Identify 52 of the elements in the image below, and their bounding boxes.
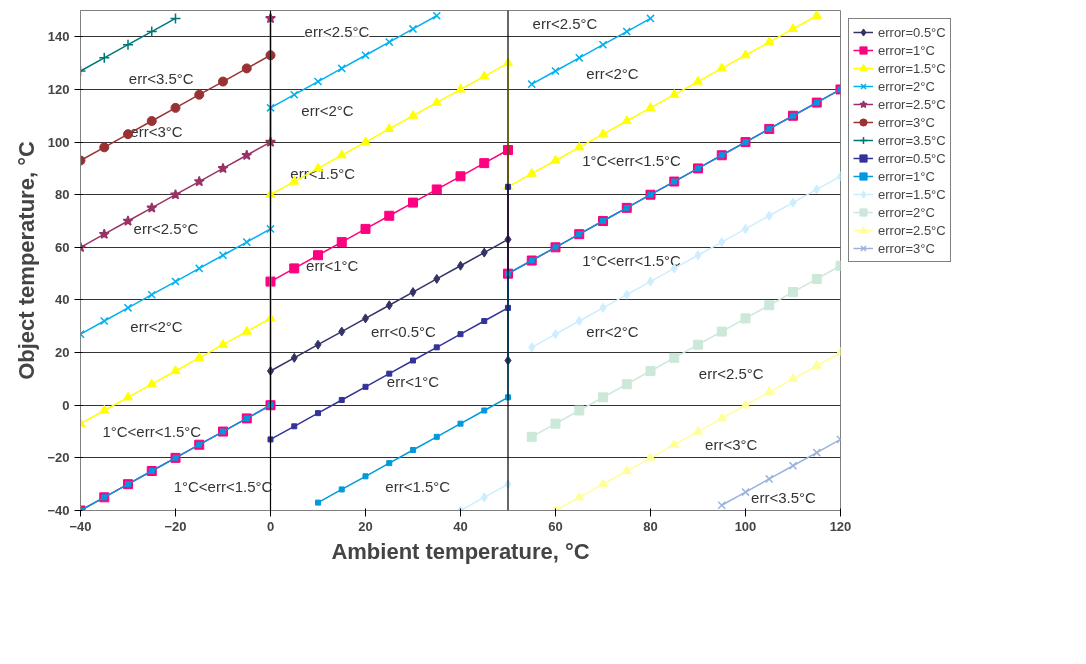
x-tick-label: 0 xyxy=(266,518,275,534)
legend-label: error=2°C xyxy=(878,203,935,221)
y-tick-label: −40 xyxy=(47,503,70,518)
x-tick-label: 60 xyxy=(548,518,563,534)
y-tick-label: 60 xyxy=(55,239,70,255)
annotation: 1°C<err<1.5°C xyxy=(582,152,682,169)
y-tick-label: 40 xyxy=(55,292,70,308)
legend-label: error=1.5°C xyxy=(878,185,946,203)
x-tick-label: 20 xyxy=(358,518,373,534)
x-tick-label: 120 xyxy=(829,518,852,534)
y-tick-label: 0 xyxy=(62,397,70,413)
x-tick-label: −40 xyxy=(69,518,92,534)
legend-label: error=0.5°C xyxy=(878,149,946,167)
y-axis-title: Object temperature, °C xyxy=(14,141,40,380)
annotation: err<2.5°C xyxy=(304,23,370,41)
legend-label: error=2.5°C xyxy=(878,95,946,113)
annotation: err<1.5°C xyxy=(385,478,451,496)
legend-label: error=1.5°C xyxy=(878,59,946,77)
legend-label: error=2°C xyxy=(878,77,935,95)
x-axis-title: Ambient temperature, °C xyxy=(331,538,590,564)
annotation: 1°C<err<1.5°C xyxy=(102,423,202,441)
annotation: err<0.5°C xyxy=(371,323,437,341)
legend-label: error=0.5°C xyxy=(878,23,946,41)
annotation: err<2°C xyxy=(586,65,639,83)
legend-label: error=1°C xyxy=(878,41,935,59)
y-tick-label: −20 xyxy=(47,450,70,466)
annotation: err<2.5°C xyxy=(532,15,598,33)
annotation: err<1°C xyxy=(306,257,359,275)
x-tick-label: 100 xyxy=(734,518,757,534)
x-tick-label: 80 xyxy=(643,518,658,534)
annotation: err<3°C xyxy=(705,436,758,454)
legend-label: error=3°C xyxy=(878,113,935,131)
annotation: err<3.5°C xyxy=(751,488,817,506)
y-tick-label: 100 xyxy=(47,134,70,150)
legend-label: error=3°C xyxy=(878,239,935,257)
annotation: err<3.5°C xyxy=(128,70,194,88)
annotation: err<2.5°C xyxy=(133,220,199,238)
legend-label: error=2.5°C xyxy=(878,221,946,239)
x-tick-label: 40 xyxy=(453,518,468,534)
annotation: err<1°C xyxy=(386,373,440,391)
annotation: 1°C<err<1.5°C xyxy=(582,252,682,269)
annotation: err<2.5°C xyxy=(698,365,764,383)
x-tick-label: −20 xyxy=(164,518,187,534)
annotation: err<2°C xyxy=(130,317,183,335)
y-tick-label: 20 xyxy=(55,345,70,361)
y-tick-label: 140 xyxy=(47,29,70,45)
y-tick-label: 120 xyxy=(47,81,70,97)
annotation: err<2°C xyxy=(301,102,354,119)
legend-label: error=3.5°C xyxy=(878,131,946,149)
y-tick-label: 80 xyxy=(55,187,70,203)
annotation: err<2°C xyxy=(586,323,639,341)
legend-label: error=1°C xyxy=(878,167,935,185)
